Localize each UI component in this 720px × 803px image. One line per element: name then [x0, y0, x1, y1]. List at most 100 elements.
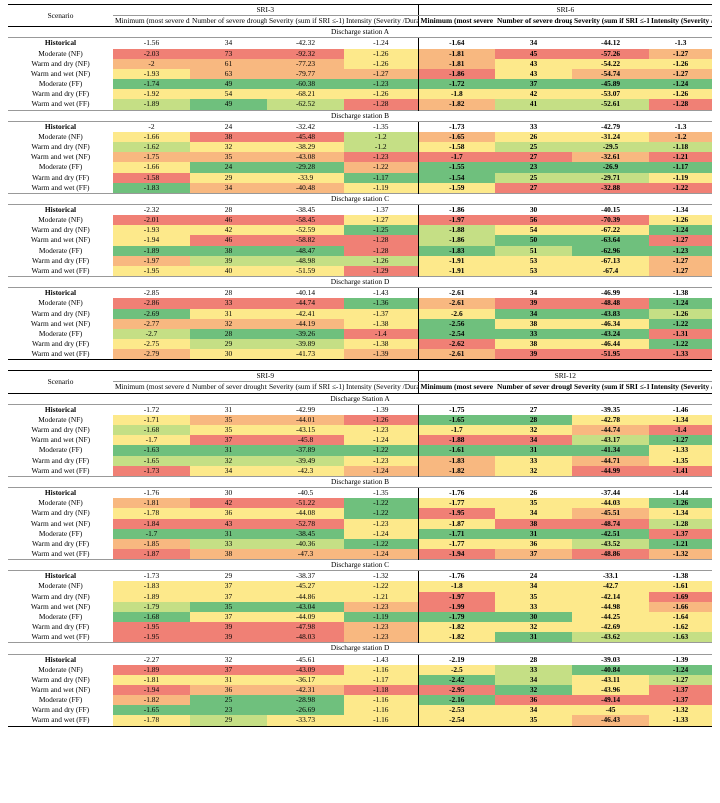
value-cell: -1.95 — [113, 622, 190, 633]
value-cell: 34 — [190, 182, 267, 194]
value-cell: -51.59 — [267, 265, 344, 277]
value-cell: -1.54 — [417, 172, 496, 183]
value-cell: -1.23 — [344, 425, 419, 436]
value-cell: -1.35 — [373, 121, 389, 131]
value-cell: -1.27 — [344, 68, 419, 80]
value-cell: -1.82 — [417, 465, 496, 477]
table-row: Moderate (NF) -1.89 37 -43.09 -1.16 -2.5 33 -40… — [8, 664, 713, 675]
value-cell: -1.38 — [672, 571, 689, 581]
value-cell: -1.7 — [417, 425, 496, 436]
table-row: Warm and dry (FF) -1.58 29 -33.9 -1.17 -1.54 2… — [8, 172, 713, 183]
value-cell: -62.52 — [267, 99, 344, 111]
value-cell: -43.09 — [267, 664, 344, 675]
value-cell: 40 — [190, 265, 267, 277]
value-cell: 42 — [495, 89, 573, 100]
scenario-cell: Moderate (NF) — [38, 581, 83, 591]
table-row: Warm and dry (NF) -1.81 31 -36.17 -1.17 -2.42… — [8, 674, 713, 685]
value-cell: -45.89 — [572, 79, 650, 90]
column-header: Minimum (most severe drought) — [417, 381, 496, 394]
value-cell: -58.82 — [267, 235, 344, 246]
value-cell: -44.03 — [572, 498, 650, 509]
table-row: Warm and dry (FF) -1.92 54 -68.21 -1.26 -1.8 4… — [8, 89, 713, 100]
value-cell: -1.82 — [417, 99, 496, 111]
value-cell: -44.01 — [267, 414, 344, 426]
value-cell: 38 — [495, 339, 573, 350]
value-cell: -1.18 — [649, 142, 713, 153]
value-cell: -63.64 — [572, 235, 650, 246]
value-cell: -32.42 — [295, 121, 316, 131]
value-cell: 38 — [190, 548, 267, 560]
value-cell: -67.13 — [572, 255, 650, 266]
table-row: Moderate (FF) -1.63 31 -37.89 -1.22 -1.61 31 -4… — [8, 445, 713, 456]
value-cell: -1.22 — [344, 445, 419, 456]
value-cell: 29 — [224, 571, 233, 581]
value-cell: -1.93 — [113, 68, 190, 80]
value-cell: -1.89 — [113, 591, 190, 602]
value-cell: -1.32 — [373, 571, 389, 581]
value-cell: -1.8 — [417, 89, 496, 100]
value-cell: -43.96 — [572, 685, 650, 696]
value-cell: -1.61 — [649, 581, 713, 592]
table-row: Moderate (FF) -1.66 24 -29.28 -1.22 -1.55 23 -2… — [8, 162, 713, 173]
value-cell: 28 — [529, 654, 538, 664]
value-cell: 32 — [190, 318, 267, 329]
value-cell: 35 — [190, 601, 267, 612]
value-cell: -1.88 — [417, 435, 496, 446]
value-cell: -1.95 — [417, 508, 496, 519]
value-cell: -1.34 — [649, 414, 713, 426]
value-cell: -1.24 — [649, 79, 713, 90]
value-cell: -1.31 — [649, 328, 713, 339]
table-row: Warm and dry (NF) -1.62 32 -38.29 -1.2 -1.58 2… — [8, 142, 713, 153]
value-cell: -1.34 — [672, 204, 689, 214]
value-cell: 23 — [190, 705, 267, 716]
value-cell: -1.86 — [417, 235, 496, 246]
value-cell: -1.8 — [417, 581, 496, 592]
column-header: Number of sever droughts (months) — [495, 381, 573, 394]
value-cell: -42.31 — [267, 685, 344, 696]
value-cell: -2.56 — [417, 318, 496, 329]
value-cell: -1.7 — [113, 435, 190, 446]
value-cell: -1.61 — [417, 445, 496, 456]
value-cell: 25 — [495, 142, 573, 153]
value-cell: 36 — [190, 508, 267, 519]
scenario-cell: Warm and wet (FF) — [31, 715, 90, 725]
value-cell: -1.66 — [649, 601, 713, 612]
value-cell: -44.86 — [267, 591, 344, 602]
table-row: Moderate (NF) -2.01 46 -58.45 -1.27 -1.97 56 -7… — [8, 215, 713, 226]
value-cell: -1.89 — [113, 99, 190, 111]
value-cell: -1.26 — [649, 89, 713, 100]
value-cell: -31.24 — [572, 131, 650, 143]
value-cell: -44.09 — [267, 611, 344, 623]
value-cell: -41.34 — [572, 445, 650, 456]
value-cell: 30 — [529, 204, 538, 214]
value-cell: -1.86 — [417, 204, 496, 216]
value-cell: -1.71 — [417, 528, 496, 539]
value-cell: -32.88 — [572, 182, 650, 194]
value-cell: -1.24 — [344, 465, 419, 477]
value-cell: 30 — [190, 349, 267, 360]
value-cell: 26 — [529, 488, 538, 498]
value-cell: -2.27 — [143, 654, 160, 664]
value-cell: -1.64 — [649, 611, 713, 623]
value-cell: -1.26 — [344, 48, 419, 59]
value-cell: -44.25 — [572, 611, 650, 623]
value-cell: -2.62 — [417, 339, 496, 350]
value-cell: -1.22 — [344, 581, 419, 592]
value-cell: -2.01 — [113, 215, 190, 226]
value-cell: -1.37 — [649, 695, 713, 706]
value-cell: -1.87 — [113, 548, 190, 560]
value-cell: -1.83 — [113, 182, 190, 194]
scenario-cell: Historical — [44, 121, 77, 131]
value-cell: 33 — [495, 664, 573, 675]
column-header: Intensity (Severity /Duration) — [649, 15, 713, 28]
value-cell: 27 — [529, 404, 538, 414]
value-cell: -1.26 — [649, 498, 713, 509]
value-cell: -1.59 — [417, 182, 496, 194]
scenario-cell: Warm and dry (FF) — [31, 538, 90, 548]
value-cell: -1.37 — [649, 528, 713, 539]
table-row: Warm and dry (FF) -2.75 29 -39.89 -1.38 -2.62… — [8, 339, 713, 350]
index-group-header: SRI-9 — [113, 370, 419, 383]
value-cell: -33.9 — [267, 172, 344, 183]
value-cell: -2.19 — [417, 654, 496, 665]
